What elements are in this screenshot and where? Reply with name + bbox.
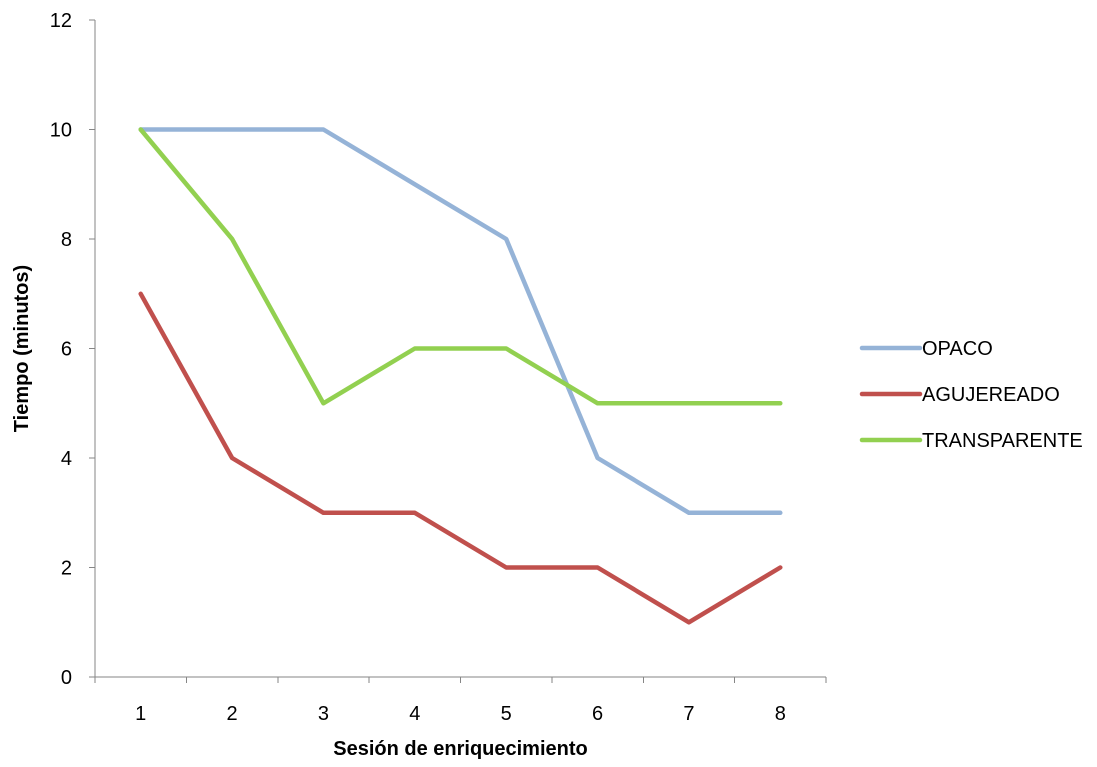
x-tick-label: 8 (775, 703, 786, 725)
x-tick-label: 6 (592, 703, 603, 725)
y-tick-label: 4 (61, 448, 72, 470)
legend-label-transparente: TRANSPARENTE (922, 430, 1083, 452)
x-tick-label: 7 (683, 703, 694, 725)
legend-label-opaco: OPACO (922, 338, 993, 360)
y-tick-label: 2 (61, 558, 72, 580)
y-tick-label: 8 (61, 229, 72, 251)
x-tick-label: 2 (227, 703, 238, 725)
y-tick-label: 6 (61, 339, 72, 361)
x-tick-label: 4 (409, 703, 420, 725)
x-tick-label: 1 (135, 703, 146, 725)
x-tick-label: 3 (318, 703, 329, 725)
series-line-agujereado (138, 291, 783, 625)
y-tick-label: 12 (50, 10, 72, 32)
y-axis-title: Tiempo (minutos) (11, 265, 33, 432)
series-line-opaco (138, 127, 783, 516)
x-tick-label: 5 (501, 703, 512, 725)
legend: OPACO AGUJEREADO TRANSPARENTE (859, 338, 1083, 452)
y-tick-label: 0 (61, 667, 72, 689)
series-layer (138, 127, 783, 625)
legend-label-agujereado: AGUJEREADO (922, 384, 1060, 406)
series-line-transparente (138, 127, 783, 406)
x-axis-title: Sesión de enriquecimiento (333, 738, 588, 760)
y-tick-label: 10 (50, 120, 72, 142)
